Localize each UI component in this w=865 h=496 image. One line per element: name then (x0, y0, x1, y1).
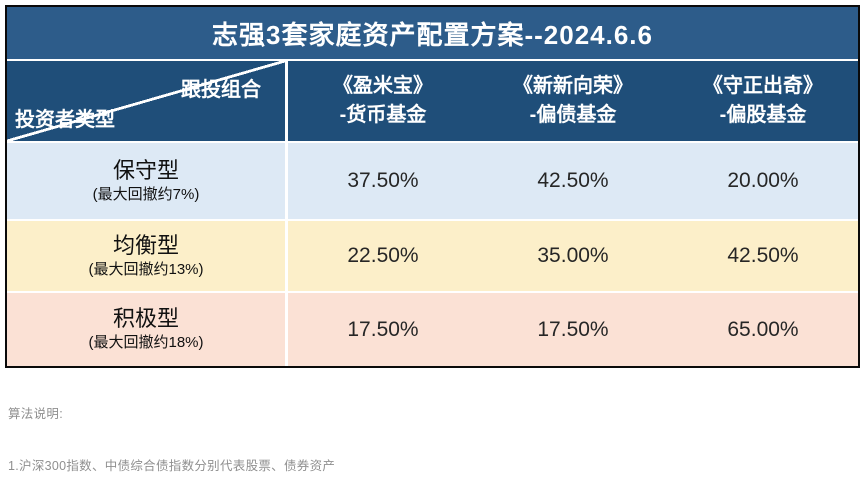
allocation-value: 37.50% (347, 169, 419, 192)
column-header-yingmibao: 《盈米宝》 -货币基金 (288, 61, 478, 141)
column-divider (285, 293, 288, 366)
footnote-line: 1.沪深300指数、中债综合债指数分别代表股票、债券资产 (8, 459, 336, 474)
column-header-shouzhengchuqi: 《守正出奇》 -偏股基金 (668, 61, 858, 141)
column-divider (285, 61, 288, 141)
footnotes: 算法说明: 1.沪深300指数、中债综合债指数分别代表股票、债券资产 2.组合回… (8, 372, 376, 496)
footnote-heading: 算法说明: (8, 407, 63, 422)
column-divider (285, 143, 288, 219)
fund-type: -偏债基金 (529, 104, 617, 126)
row-label-cell: 保守型 (最大回撤约7%) (7, 143, 285, 219)
row-label-cell: 均衡型 (最大回撤约13%) (7, 221, 285, 291)
allocation-value: 20.00% (727, 169, 799, 192)
page-title: 志强3套家庭资产配置方案--2024.6.6 (7, 7, 858, 61)
fund-type: -偏股基金 (719, 104, 807, 126)
table-row-aggressive: 积极型 (最大回撤约18%) 17.50% 17.50% 65.00% (7, 291, 858, 366)
allocation-value: 22.50% (347, 244, 419, 267)
allocation-value: 42.50% (537, 169, 609, 192)
investor-type-label: 积极型 (112, 306, 179, 331)
investor-type-label: 均衡型 (112, 232, 179, 258)
allocation-table: 志强3套家庭资产配置方案--2024.6.6 跟投组合 投资者类型 《盈米宝》 … (5, 5, 860, 368)
table-row-conservative: 保守型 (最大回撤约7%) 37.50% 42.50% 20.00% (7, 143, 858, 219)
table-row-balanced: 均衡型 (最大回撤约13%) 22.50% 35.00% 42.50% (7, 219, 858, 291)
investor-type-label: 保守型 (112, 157, 179, 183)
allocation-value: 17.50% (347, 317, 419, 341)
max-drawdown-note: (最大回撤约13%) (88, 260, 204, 278)
fund-type: -货币基金 (339, 104, 427, 126)
corner-header-cell: 跟投组合 投资者类型 (7, 61, 285, 141)
column-header-xinxinxiangrong: 《新新向荣》 -偏债基金 (478, 61, 668, 141)
corner-label-portfolios: 跟投组合 (181, 79, 261, 101)
corner-label-investor-type: 投资者类型 (15, 109, 115, 131)
allocation-value: 42.50% (727, 244, 799, 267)
fund-column-headers: 《盈米宝》 -货币基金 《新新向荣》 -偏债基金 《守正出奇》 -偏股基金 (288, 61, 858, 141)
row-label-cell: 积极型 (最大回撤约18%) (7, 293, 285, 366)
table-header-row: 跟投组合 投资者类型 《盈米宝》 -货币基金 《新新向荣》 -偏债基金 《守正出… (7, 61, 858, 143)
allocation-value: 35.00% (537, 244, 609, 267)
row-values: 37.50% 42.50% 20.00% (288, 143, 858, 219)
allocation-value: 65.00% (727, 317, 799, 341)
fund-name: 《盈米宝》 (333, 75, 433, 97)
column-divider (285, 221, 288, 291)
fund-name: 《守正出奇》 (703, 75, 823, 97)
fund-name: 《新新向荣》 (513, 75, 633, 97)
max-drawdown-note: (最大回撤约18%) (88, 334, 204, 351)
max-drawdown-note: (最大回撤约7%) (92, 185, 200, 203)
row-values: 17.50% 17.50% 65.00% (288, 293, 858, 366)
row-values: 22.50% 35.00% 42.50% (288, 221, 858, 291)
allocation-value: 17.50% (537, 317, 609, 341)
